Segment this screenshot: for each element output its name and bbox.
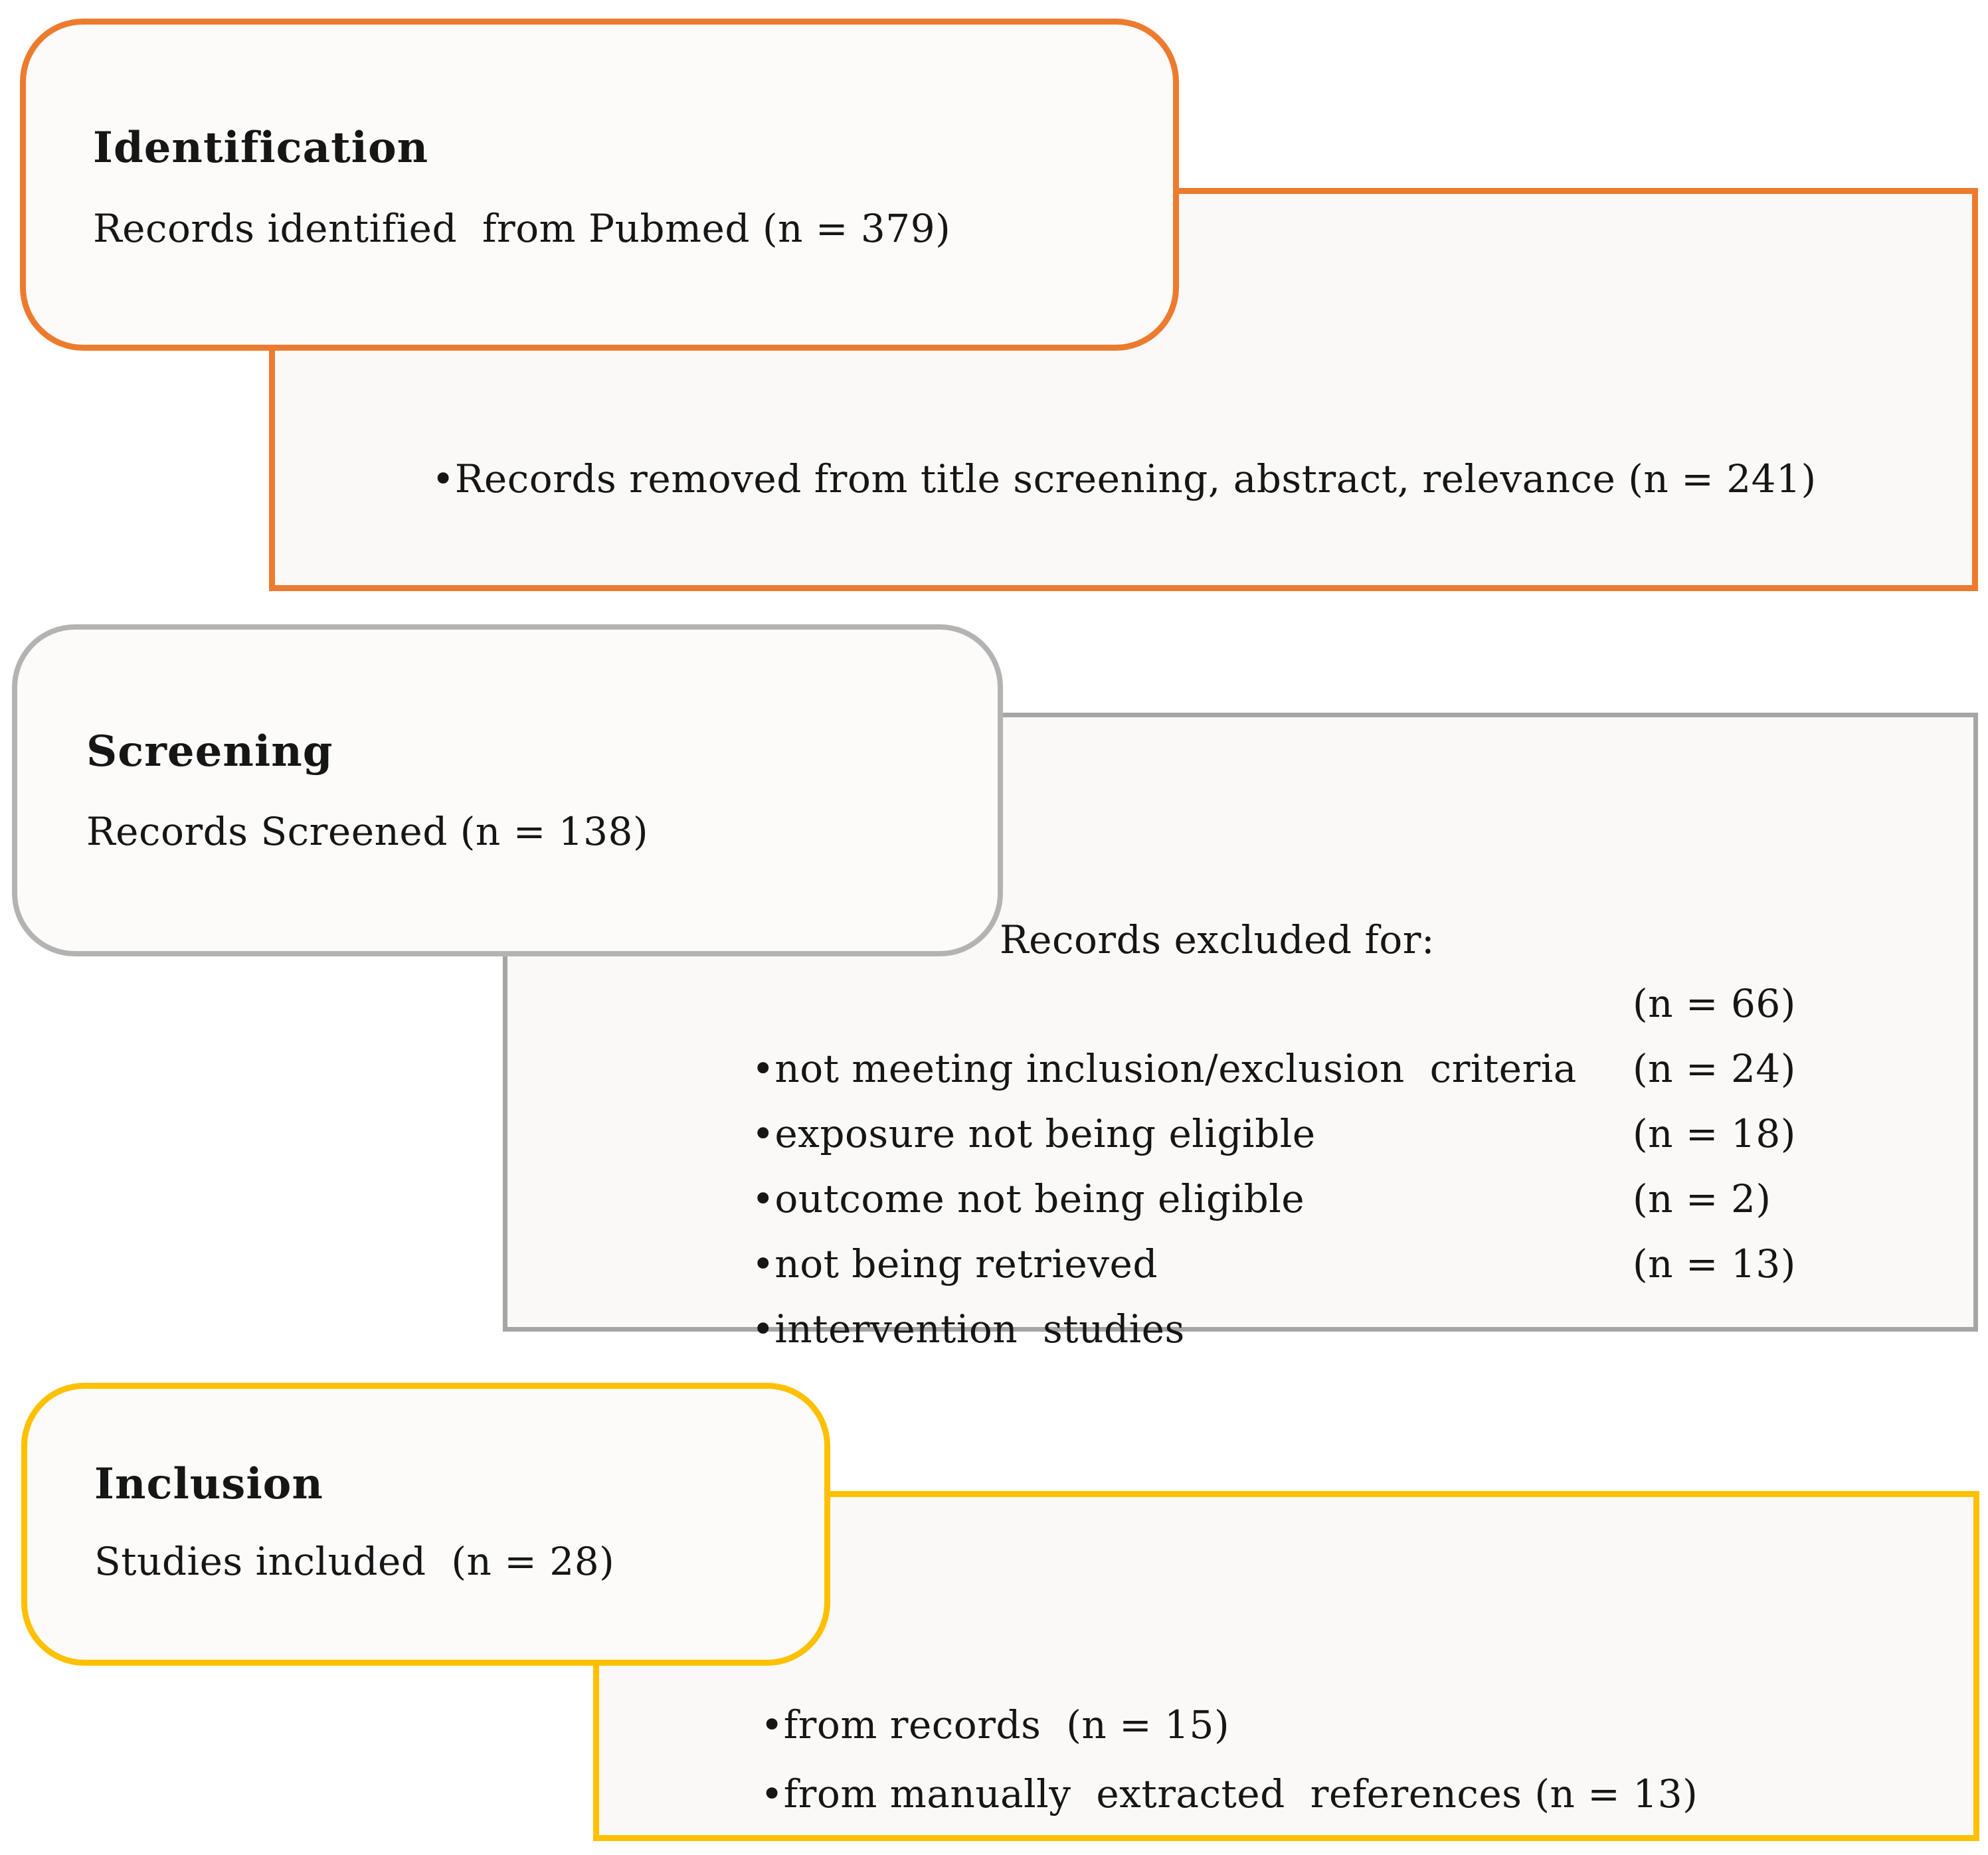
screening-stage-box [12, 624, 1003, 956]
exclusion-label: •not meeting inclusion/exclusion criteri… [751, 1046, 1577, 1091]
exclusion-label: •exposure not being eligible [751, 1111, 1316, 1156]
exclusion-label: •intervention studies [751, 1306, 1185, 1352]
exclusion-count: (n = 2) [1633, 1176, 1771, 1221]
screening-summary-text: Records Screened (n = 138) [86, 809, 649, 854]
exclusion-count: (n = 13) [1633, 1241, 1796, 1286]
exclusion-count: (n = 66) [1633, 981, 1796, 1026]
identification-summary-text: Records identified from Pubmed (n = 379) [93, 206, 951, 251]
inclusion-source-row: •from manually extracted references (n =… [761, 1771, 1698, 1816]
exclusion-count: (n = 24) [1633, 1046, 1796, 1091]
inclusion-summary-text: Studies included (n = 28) [94, 1539, 615, 1584]
exclusion-row: •not being retrieved (n = 2) [676, 1166, 1912, 1286]
exclusion-list: •not meeting inclusion/exclusion criteri… [676, 971, 1912, 1352]
exclusion-row: •outcome not being eligible (n = 18) [676, 1101, 1912, 1221]
exclusion-label: •outcome not being eligible [751, 1176, 1305, 1221]
inclusion-source-row: •from records (n = 15) [761, 1702, 1230, 1747]
screening-stage-title: Screening [86, 727, 333, 776]
exclusion-row: •intervention studies (n = 13) [676, 1231, 1912, 1352]
exclusion-label: •not being retrieved [751, 1241, 1158, 1286]
exclusion-row: •exposure not being eligible (n = 24) [676, 1036, 1912, 1156]
inclusion-stage-title: Inclusion [94, 1459, 323, 1509]
exclusions-heading: Records excluded for: [1000, 917, 1435, 962]
identification-removed-records-bullet: •Records removed from title screening, a… [432, 456, 1817, 501]
inclusion-source-list: •from records (n = 15) •from manually ex… [761, 1690, 1890, 1828]
identification-stage-title: Identification [93, 123, 429, 173]
exclusion-count: (n = 18) [1633, 1111, 1796, 1156]
exclusion-row: •not meeting inclusion/exclusion criteri… [676, 971, 1912, 1091]
inclusion-stage-box [21, 1383, 830, 1666]
identification-stage-box [20, 19, 1179, 351]
